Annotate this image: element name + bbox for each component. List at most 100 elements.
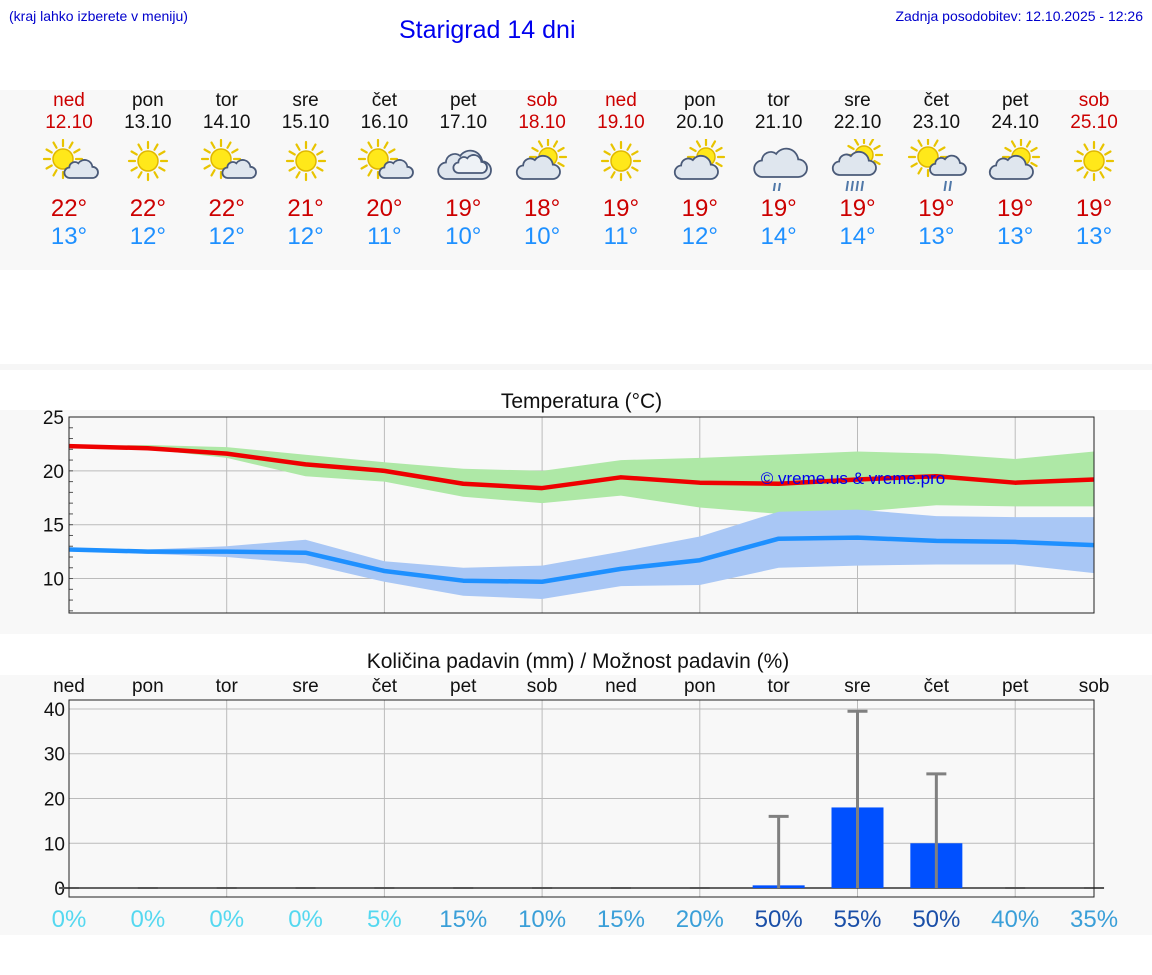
day-label: pon bbox=[132, 676, 164, 697]
temp-high: 19° bbox=[760, 195, 797, 222]
raindrop bbox=[845, 180, 849, 191]
temp-high: 20° bbox=[366, 195, 403, 222]
probability-label: 0% bbox=[288, 906, 323, 933]
sun-icon bbox=[127, 140, 168, 182]
day-label: pet bbox=[1002, 676, 1029, 697]
temp-high: 22° bbox=[50, 195, 88, 222]
temp-low: 14° bbox=[839, 223, 876, 250]
probability-label: 15% bbox=[439, 906, 487, 933]
day-label: tor bbox=[768, 676, 791, 697]
temp-low: 10° bbox=[445, 223, 482, 250]
temperature-chart: Temperatura (°C) 10 15 20 25 © vreme.us & vre… bbox=[43, 390, 1095, 614]
forecast-day: tor 14.10 22° 12° bbox=[187, 90, 267, 251]
cloud-rain-icon bbox=[752, 147, 808, 191]
sun-shape bbox=[285, 140, 326, 182]
temp-low: 12° bbox=[287, 223, 324, 250]
y-tick-label: 20 bbox=[44, 790, 65, 811]
cloud-shape bbox=[452, 154, 489, 174]
temp-high: 19° bbox=[602, 195, 640, 222]
day-label: pon bbox=[684, 676, 716, 697]
sun-shape bbox=[200, 139, 241, 180]
raindrop bbox=[777, 182, 781, 191]
day-label: pet bbox=[450, 676, 477, 697]
plot-frame bbox=[68, 699, 1095, 898]
forecast-band bbox=[0, 90, 1152, 270]
day-label: ned bbox=[605, 676, 637, 697]
cloud-shape bbox=[752, 147, 808, 178]
day-date: 16.10 bbox=[360, 112, 409, 133]
forecast-day: čet 23.10 19° 13° bbox=[896, 90, 976, 251]
forecast-day: sob 25.10 19° 13° bbox=[1054, 90, 1134, 251]
max-range-band bbox=[69, 445, 1095, 514]
day-date: 15.10 bbox=[281, 112, 330, 133]
sun-cloud-icon bbox=[200, 139, 257, 180]
day-name: sob bbox=[1078, 90, 1110, 111]
day-name: sre bbox=[844, 90, 871, 111]
day-name: čet bbox=[371, 90, 398, 111]
temp-low: 12° bbox=[208, 223, 245, 250]
cloud-icon bbox=[437, 149, 493, 180]
y-tick-label: 30 bbox=[44, 745, 65, 766]
day-label: sob bbox=[527, 676, 558, 697]
day-name: sre bbox=[292, 90, 319, 111]
sun-cloud-icon bbox=[358, 139, 415, 180]
day-label: čet bbox=[372, 676, 398, 697]
temp-low: 13° bbox=[918, 223, 955, 250]
temp-low: 11° bbox=[367, 223, 402, 250]
forecast-day: sre 22.10 19° 14° bbox=[818, 90, 898, 251]
temp-high: 19° bbox=[445, 195, 482, 222]
day-name: tor bbox=[767, 90, 790, 111]
day-label: tor bbox=[216, 676, 239, 697]
day-label: sre bbox=[844, 676, 870, 697]
temp-high: 22° bbox=[208, 195, 245, 222]
sun-icon bbox=[1073, 140, 1115, 182]
day-date: 22.10 bbox=[833, 112, 882, 133]
probability-label: 20% bbox=[676, 906, 724, 933]
raindrop bbox=[943, 180, 948, 191]
forecast-day: ned 19.10 19° 11° bbox=[581, 90, 661, 251]
sun-shape bbox=[1073, 140, 1115, 182]
probability-label: 15% bbox=[597, 906, 645, 933]
probability-label: 40% bbox=[991, 906, 1039, 933]
header-left-note: (kraj lahko izberete v meniju) bbox=[9, 8, 188, 24]
day-date: 13.10 bbox=[124, 112, 172, 133]
y-tick-label: 10 bbox=[43, 570, 64, 591]
temp-high: 19° bbox=[918, 195, 955, 222]
plot-frame bbox=[68, 416, 1095, 614]
temp-low: 13° bbox=[1075, 223, 1113, 250]
temp-high: 19° bbox=[1075, 195, 1113, 222]
day-name: ned bbox=[53, 90, 85, 111]
forecast-day: pet 17.10 19° 10° bbox=[423, 90, 503, 251]
day-label: sob bbox=[1079, 676, 1110, 697]
y-tick-label: 0 bbox=[54, 879, 65, 900]
sun-cloud-rain-icon bbox=[908, 139, 968, 191]
chart-title: Količina padavin (mm) / Možnost padavin … bbox=[367, 650, 790, 673]
page-title: Starigrad 14 dni bbox=[399, 16, 576, 44]
precipitation-chart: Količina padavin (mm) / Možnost padavin … bbox=[44, 650, 1118, 933]
cloud-shape bbox=[221, 159, 257, 179]
cloud-shape bbox=[929, 154, 968, 176]
temp-low: 12° bbox=[681, 223, 718, 250]
sun-shape bbox=[127, 140, 168, 182]
raindrop bbox=[948, 180, 953, 191]
temp-low: 14° bbox=[760, 223, 797, 250]
max-temperature-line bbox=[68, 443, 1095, 491]
sun-icon bbox=[600, 140, 642, 182]
probability-label: 35% bbox=[1070, 906, 1118, 933]
sun-shape bbox=[358, 139, 399, 180]
temp-low: 10° bbox=[523, 223, 561, 250]
chart-title: Temperatura (°C) bbox=[501, 390, 662, 413]
cloud-shape bbox=[989, 154, 1035, 180]
y-tick-label: 25 bbox=[43, 408, 64, 429]
day-name: čet bbox=[923, 90, 950, 111]
temp-high: 21° bbox=[287, 195, 324, 222]
cloud-shape bbox=[378, 159, 415, 179]
raindrop bbox=[860, 180, 864, 191]
y-tick-label: 15 bbox=[43, 516, 64, 537]
probability-label: 0% bbox=[209, 906, 244, 933]
cloud-shape bbox=[673, 154, 719, 180]
sun-cloud-icon bbox=[42, 139, 99, 180]
cloud-shape bbox=[515, 154, 561, 180]
spacer-band bbox=[0, 364, 1152, 370]
day-name: pet bbox=[1001, 90, 1029, 111]
